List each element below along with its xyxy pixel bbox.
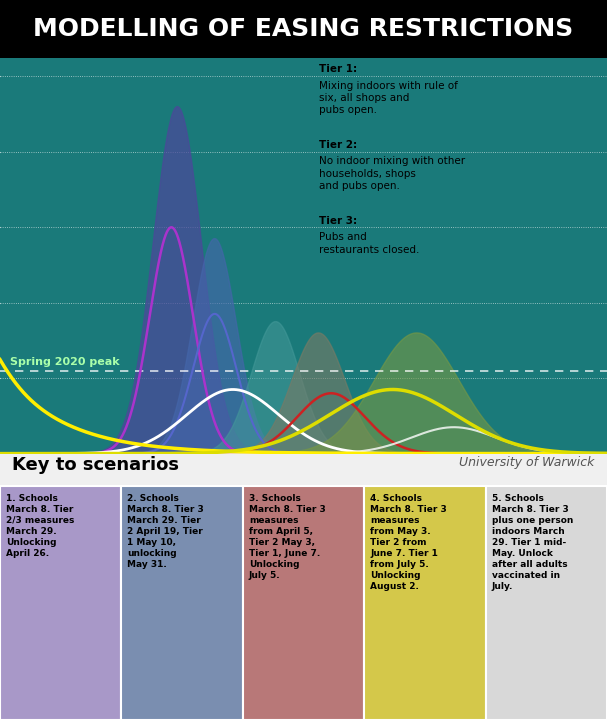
Text: Spring 2020 peak: Spring 2020 peak — [10, 357, 120, 367]
Bar — [0, 454, 607, 485]
Bar — [364, 485, 486, 720]
Bar — [0, 485, 121, 720]
Text: Key to scenarios: Key to scenarios — [12, 456, 179, 474]
Text: 5. Schools
March 8. Tier 3
plus one person
indoors March
29. Tier 1 mid-
May. Un: 5. Schools March 8. Tier 3 plus one pers… — [492, 494, 573, 591]
Bar — [243, 485, 364, 720]
Bar — [486, 485, 607, 720]
Text: 4. Schools
March 8. Tier 3
measures
from May 3.
Tier 2 from
June 7. Tier 1
from : 4. Schools March 8. Tier 3 measures from… — [370, 494, 447, 591]
Text: 3. Schools
March 8. Tier 3
measures
from April 5,
Tier 2 May 3,
Tier 1, June 7.
: 3. Schools March 8. Tier 3 measures from… — [249, 494, 325, 580]
Text: MODELLING OF EASING RESTRICTIONS: MODELLING OF EASING RESTRICTIONS — [33, 17, 574, 41]
Text: University of Warwick: University of Warwick — [459, 456, 595, 469]
Bar — [121, 485, 243, 720]
Text: 2. Schools
March 8. Tier 3
March 29. Tier
2 April 19, Tier
1 May 10,
unlocking
M: 2. Schools March 8. Tier 3 March 29. Tie… — [127, 494, 204, 569]
Text: 1. Schools
March 8. Tier
2/3 measures
March 29.
Unlocking
April 26.: 1. Schools March 8. Tier 2/3 measures Ma… — [6, 494, 75, 558]
